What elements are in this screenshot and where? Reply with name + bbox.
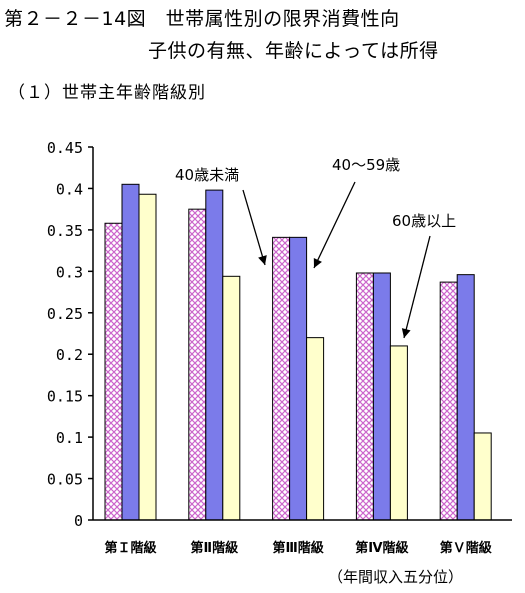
annotations: 40歳未満 40～59歳 60歳以上 (175, 156, 456, 339)
y-tick-label: 0.05 (47, 471, 83, 489)
y-tick-label: 0 (74, 512, 83, 530)
bar-series1-cat2 (289, 236, 308, 521)
bar-series1-cat4 (456, 274, 475, 521)
annotation-arrow-head (401, 328, 411, 338)
y-tick-label: 0.3 (56, 263, 83, 281)
bar-series0-cat2 (272, 236, 291, 521)
x-category-label: 第Ｉ階級 (104, 540, 156, 556)
chart-title-line1: 第２－２－14図 世帯属性別の限界消費性向 (4, 8, 400, 30)
axes (92, 147, 512, 521)
bar-series0-cat3 (355, 272, 374, 521)
bar-series0-cat4 (439, 281, 458, 521)
annotation-label: 40～59歳 (332, 156, 400, 174)
bar-series1-cat3 (372, 272, 391, 521)
bar-series2-cat0 (138, 193, 157, 521)
y-axis-ticks: 0 0.05 0.1 0.15 0.2 0.25 0.3 0.35 0.4 0.45 (47, 139, 93, 530)
annotation-label: 60歳以上 (392, 212, 456, 230)
bar-series2-cat3 (389, 345, 408, 521)
annotation-arrow-line (242, 189, 266, 266)
bar-series0-cat0 (104, 222, 123, 521)
chart-title-line2: 子供の有無、年齢によっては所得 (148, 40, 439, 62)
bar-series2-cat4 (473, 432, 492, 521)
x-category-label: 第Ⅱ階級 (191, 540, 239, 556)
chart-subtitle: （１）世帯主年齢階級別 (8, 83, 206, 103)
x-category-label: 第Ⅲ階級 (272, 540, 323, 556)
y-tick-label: 0.45 (47, 139, 83, 157)
bar-series0-cat1 (188, 208, 207, 521)
annotation-label: 40歳未満 (175, 166, 239, 184)
y-tick-label: 0.4 (56, 180, 83, 198)
y-tick-label: 0.35 (47, 222, 83, 240)
bar-series1-cat0 (121, 183, 140, 521)
annotation-arrow-head (313, 257, 322, 268)
bar-series1-cat1 (205, 189, 224, 521)
bar-series2-cat1 (222, 275, 241, 521)
y-tick-label: 0.1 (56, 429, 83, 447)
x-category-label: 第Ⅳ階級 (355, 540, 408, 556)
annotation-arrow-line (313, 181, 356, 269)
y-tick-label: 0.25 (47, 305, 83, 323)
x-axis-note: （年間収入五分位） (328, 568, 464, 586)
y-tick-label: 0.15 (47, 388, 83, 406)
x-axis-labels: 第Ｉ階級 第Ⅱ階級 第Ⅲ階級 第Ⅳ階級 第Ｖ階級 (104, 540, 491, 556)
annotation-arrow-head (258, 255, 267, 265)
annotation-arrow-line (403, 235, 431, 339)
bar-series2-cat2 (306, 337, 325, 521)
bars (104, 183, 492, 521)
x-category-label: 第Ｖ階級 (440, 540, 492, 556)
y-tick-label: 0.2 (56, 346, 83, 364)
